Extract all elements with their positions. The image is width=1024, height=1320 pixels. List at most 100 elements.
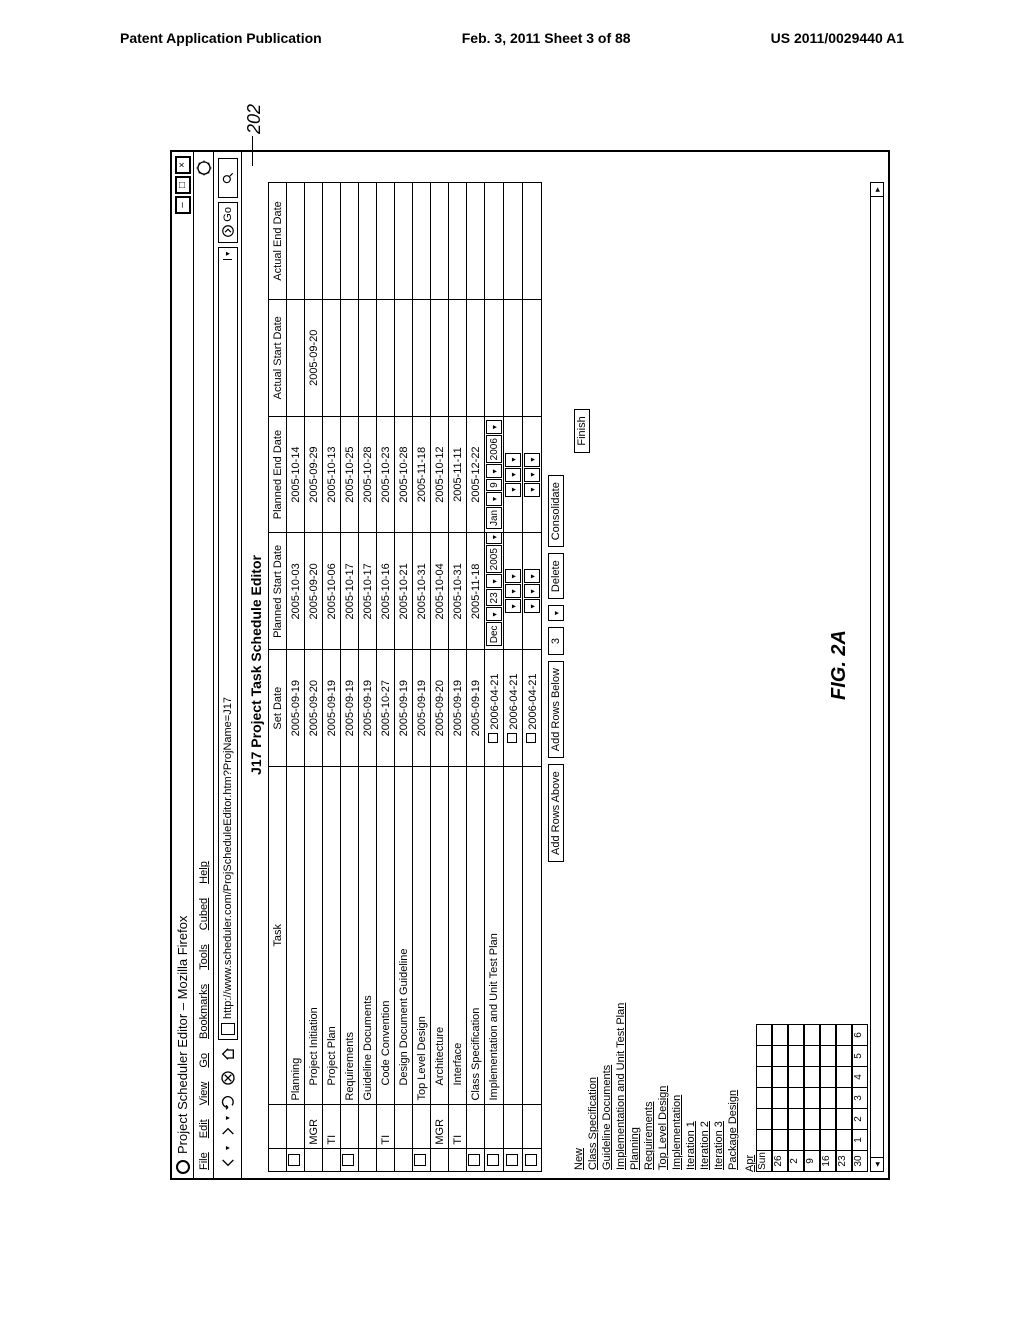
back-button[interactable] xyxy=(219,1152,237,1172)
calendar-day-cell[interactable] xyxy=(820,1108,836,1130)
task-link[interactable]: Planning xyxy=(628,1003,642,1170)
menu-file[interactable]: File xyxy=(198,1152,210,1170)
task-link[interactable]: Iteration 2 xyxy=(698,1003,712,1170)
calendar-day-cell[interactable] xyxy=(820,1087,836,1109)
task-link[interactable]: Implementation xyxy=(670,1003,684,1170)
task-cell: Planning xyxy=(287,767,305,1104)
calendar-day-cell[interactable] xyxy=(772,1024,788,1046)
forward-button[interactable] xyxy=(219,1122,237,1142)
table-row: Requirements2005-09-192005-10-172005-10-… xyxy=(341,183,359,1172)
task-link[interactable]: Guideline Documents xyxy=(600,1003,614,1170)
calendar-day-cell[interactable]: 9 xyxy=(804,1150,820,1172)
calendar-day-cell[interactable]: 4 xyxy=(852,1066,868,1088)
calendar-day-cell[interactable] xyxy=(804,1129,820,1151)
minimize-button[interactable]: – xyxy=(175,196,191,214)
row-checkbox[interactable] xyxy=(288,1154,300,1166)
calendar-day-cell[interactable] xyxy=(788,1087,804,1109)
menu-tools[interactable]: Tools xyxy=(198,944,210,970)
task-link[interactable]: Implementation and Unit Test Plan xyxy=(614,1003,628,1170)
scroll-left-icon[interactable]: ◂ xyxy=(871,1157,883,1171)
category-cell: TI xyxy=(377,1104,395,1148)
url-dropdown[interactable]: ▾ xyxy=(223,252,232,260)
row-count-input[interactable]: 3 xyxy=(548,627,564,655)
planned-end-cell: 2005-10-23 xyxy=(377,416,395,533)
calendar-day-cell[interactable] xyxy=(820,1129,836,1151)
calendar-day-cell[interactable]: 23 xyxy=(836,1150,852,1172)
task-link[interactable]: New xyxy=(572,1003,586,1170)
calendar-day-cell[interactable]: 1 xyxy=(852,1129,868,1151)
home-button[interactable] xyxy=(219,1044,237,1064)
add-rows-below-button[interactable]: Add Rows Below xyxy=(548,661,564,758)
consolidate-button[interactable]: Consolidate xyxy=(548,475,564,547)
task-link[interactable]: Iteration 3 xyxy=(712,1003,726,1170)
calendar-day-cell[interactable]: 5 xyxy=(852,1045,868,1067)
reload-button[interactable] xyxy=(219,1092,237,1112)
task-link[interactable]: Iteration 1 xyxy=(684,1003,698,1170)
calendar-day-cell[interactable] xyxy=(820,1066,836,1088)
calendar-day-cell[interactable] xyxy=(788,1108,804,1130)
horizontal-scrollbar[interactable]: ◂ ▸ xyxy=(870,182,884,1172)
calendar-day-cell[interactable] xyxy=(836,1108,852,1130)
calendar-day-cell[interactable] xyxy=(820,1045,836,1067)
calendar-day-cell[interactable] xyxy=(804,1108,820,1130)
calendar-day-cell[interactable] xyxy=(772,1129,788,1151)
menu-help[interactable]: Help xyxy=(198,861,210,884)
url-bar[interactable]: http://www.scheduler.com/ProjScheduleEdi… xyxy=(218,247,238,1040)
menu-cubed[interactable]: Cubed xyxy=(198,898,210,930)
calendar-day-cell[interactable] xyxy=(820,1024,836,1046)
calendar-day-cell[interactable] xyxy=(836,1045,852,1067)
row-checkbox[interactable] xyxy=(487,1154,499,1166)
calendar-day-cell[interactable] xyxy=(836,1087,852,1109)
calendar-day-cell[interactable]: 30 xyxy=(852,1150,868,1172)
maximize-button[interactable]: □ xyxy=(175,176,191,194)
calendar-day-cell[interactable] xyxy=(836,1024,852,1046)
finish-button[interactable]: Finish xyxy=(574,409,590,452)
calendar-day-cell[interactable]: 2 xyxy=(788,1150,804,1172)
calendar-day-cell[interactable]: 6 xyxy=(852,1024,868,1046)
stop-button[interactable] xyxy=(219,1068,237,1088)
calendar-day-cell[interactable] xyxy=(772,1045,788,1067)
go-button[interactable]: Go xyxy=(218,202,238,243)
schedule-table: Task Set Date Planned Start Date Planned… xyxy=(268,182,542,1172)
calendar-day-cell[interactable]: 26 xyxy=(772,1150,788,1172)
calendar-day-cell[interactable] xyxy=(804,1024,820,1046)
calendar-day-cell[interactable]: 16 xyxy=(820,1150,836,1172)
row-checkbox[interactable] xyxy=(414,1154,426,1166)
set-date-cell: 2005-10-27 xyxy=(377,650,395,767)
calendar-day-cell[interactable] xyxy=(788,1066,804,1088)
menu-edit[interactable]: Edit xyxy=(198,1119,210,1138)
planned-start-picker[interactable]: Dec▾ 23▾ 2005▾ xyxy=(486,533,502,646)
row-checkbox[interactable] xyxy=(342,1154,354,1166)
forward-dropdown[interactable]: ▾ xyxy=(223,1116,232,1120)
calendar-day-cell[interactable]: 3 xyxy=(852,1087,868,1109)
task-link[interactable]: Class Specification xyxy=(586,1003,600,1170)
add-rows-above-button[interactable]: Add Rows Above xyxy=(548,764,564,862)
calendar-day-cell[interactable] xyxy=(788,1045,804,1067)
row-count-dropdown[interactable]: ▾ xyxy=(548,605,564,621)
calendar-day-cell[interactable] xyxy=(836,1066,852,1088)
search-box[interactable] xyxy=(218,158,238,198)
calendar-day-cell[interactable] xyxy=(788,1129,804,1151)
calendar-day-cell[interactable] xyxy=(772,1066,788,1088)
back-dropdown[interactable]: ▾ xyxy=(223,1146,232,1150)
calendar-day-cell[interactable] xyxy=(804,1045,820,1067)
calendar-day-cell[interactable]: 2 xyxy=(852,1108,868,1130)
task-link[interactable]: Requirements xyxy=(642,1003,656,1170)
menu-go[interactable]: Go xyxy=(198,1053,210,1068)
calendar-day-cell[interactable] xyxy=(804,1087,820,1109)
planned-end-picker[interactable]: Jan▾ 9▾ 2006▾ xyxy=(486,420,502,529)
row-checkbox[interactable] xyxy=(468,1154,480,1166)
task-link[interactable]: Package Design xyxy=(726,1003,740,1170)
calendar-day-cell[interactable] xyxy=(772,1087,788,1109)
menu-view[interactable]: View xyxy=(198,1082,210,1106)
menu-bookmarks[interactable]: Bookmarks xyxy=(198,984,210,1039)
delete-button[interactable]: Delete xyxy=(548,553,564,599)
calendar-day-cell[interactable] xyxy=(804,1066,820,1088)
task-link[interactable]: Top Level Design xyxy=(656,1003,670,1170)
calendar-day-cell[interactable] xyxy=(836,1129,852,1151)
set-date-cell: 2005-09-19 xyxy=(341,650,359,767)
calendar-day-cell[interactable] xyxy=(772,1108,788,1130)
calendar-day-cell[interactable] xyxy=(788,1024,804,1046)
close-button[interactable]: × xyxy=(175,156,191,174)
scroll-right-icon[interactable]: ▸ xyxy=(871,183,883,197)
